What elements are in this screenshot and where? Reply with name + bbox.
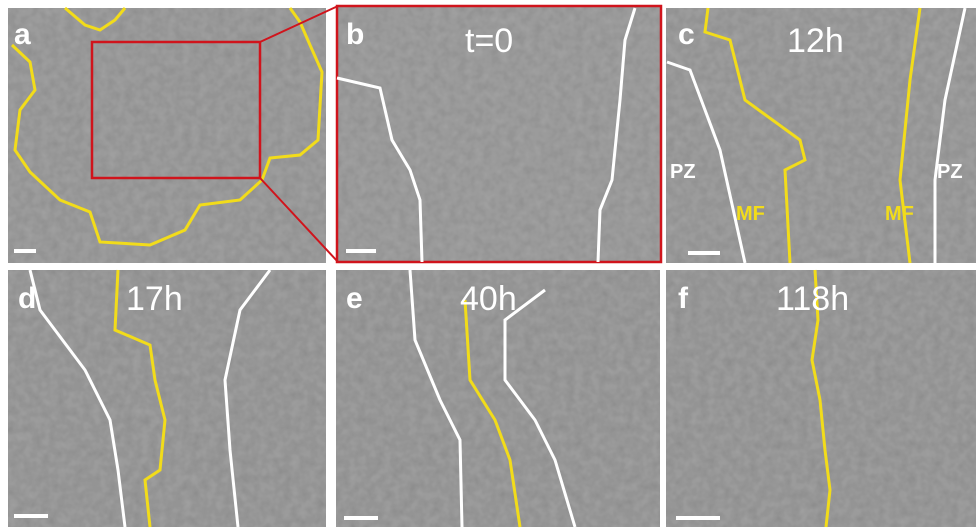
time-label: 17h <box>126 280 183 318</box>
panel-letter: c <box>678 18 695 51</box>
time-label: 118h <box>776 280 849 318</box>
panel-letter: d <box>18 282 36 315</box>
annotation: MF <box>736 203 765 225</box>
time-label: 40h <box>460 280 517 318</box>
panel-letter: b <box>346 18 364 51</box>
panel-a <box>8 8 326 263</box>
annotation: PZ <box>937 161 963 183</box>
figure: a b t=0 c 12h PZ MF MF PZ d 17h e 40h f … <box>0 0 977 531</box>
time-label: t=0 <box>465 22 513 60</box>
panel-letter: e <box>346 282 363 315</box>
time-label: 12h <box>787 22 844 60</box>
panel-letter: a <box>14 18 31 51</box>
annotation: PZ <box>670 161 696 183</box>
annotation: MF <box>885 203 914 225</box>
panel-letter: f <box>678 282 689 315</box>
